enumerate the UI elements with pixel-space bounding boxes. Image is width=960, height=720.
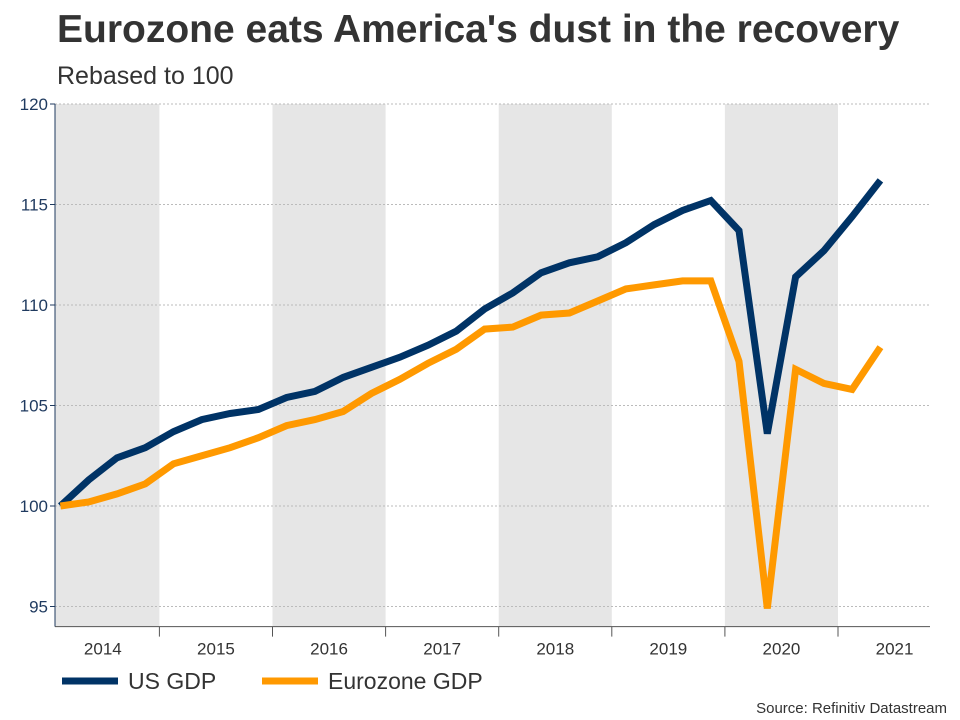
x-tick-label-2021: 2021 [876, 640, 914, 659]
series-line-eurozone-gdp [59, 277, 884, 609]
y-tick-label-100: 100 [20, 497, 48, 516]
source-note: Source: Refinitiv Datastream [756, 700, 947, 717]
x-tick-label-2019: 2019 [649, 640, 687, 659]
x-tick-label-2016: 2016 [310, 640, 348, 659]
y-tick-label-120: 120 [20, 95, 48, 114]
series-line-us-gdp [58, 178, 884, 509]
y-tick-label-105: 105 [20, 397, 48, 416]
legend-label-0: US GDP [128, 668, 216, 694]
chart-subtitle: Rebased to 100 [57, 62, 234, 90]
legend-label-1: Eurozone GDP [328, 668, 483, 694]
x-tick-label-2018: 2018 [536, 640, 574, 659]
y-tick-label-115: 115 [21, 196, 48, 215]
shaded-band-2014 [55, 104, 160, 627]
y-tick-label-110: 110 [21, 296, 48, 315]
x-tick-label-2014: 2014 [84, 640, 122, 659]
shaded-band-2018 [498, 104, 612, 627]
x-tick-label-2020: 2020 [763, 640, 801, 659]
chart-title: Eurozone eats America's dust in the reco… [57, 8, 900, 51]
x-tick-label-2017: 2017 [423, 640, 461, 659]
x-tick-label-2015: 2015 [197, 640, 235, 659]
y-tick-label-95: 95 [29, 598, 48, 617]
